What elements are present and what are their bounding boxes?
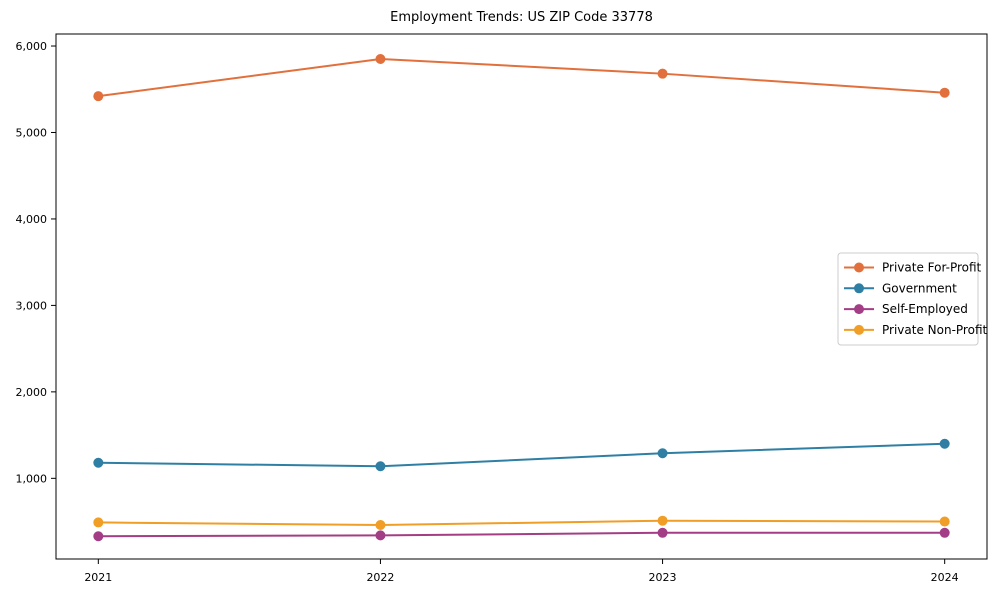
- series-line-self-employed: [98, 531, 945, 538]
- data-point: [93, 457, 104, 468]
- y-tick-label: 1,000: [16, 472, 48, 485]
- data-point: [657, 515, 668, 526]
- legend-marker: [854, 304, 864, 315]
- data-point: [93, 531, 104, 542]
- x-tick-label: 2021: [84, 571, 112, 584]
- x-tick-label: 2024: [931, 571, 959, 584]
- data-point: [93, 91, 104, 102]
- y-tick-label: 6,000: [16, 40, 48, 53]
- y-tick-label: 5,000: [16, 126, 48, 139]
- data-point: [657, 527, 668, 538]
- legend-marker: [854, 324, 864, 335]
- data-point: [375, 461, 386, 472]
- chart-title: Employment Trends: US ZIP Code 33778: [390, 10, 653, 25]
- legend-box: [837, 252, 979, 346]
- y-tick-label: 4,000: [16, 213, 48, 226]
- data-point: [375, 520, 386, 531]
- plot-border: [55, 33, 988, 560]
- legend-label: Government: [882, 281, 957, 295]
- series-line-government: [98, 442, 945, 468]
- data-point: [657, 448, 668, 459]
- x-tick-label: 2022: [366, 571, 394, 584]
- legend-label: Private For-Profit: [882, 261, 982, 275]
- y-tick-label: 2,000: [16, 386, 48, 399]
- y-tick-label: 3,000: [16, 299, 48, 312]
- data-point: [375, 530, 386, 541]
- data-point: [939, 527, 950, 538]
- data-point: [93, 517, 104, 528]
- data-point: [939, 438, 950, 449]
- data-point: [939, 516, 950, 527]
- series-line-private-non-profit: [98, 519, 945, 527]
- legend-marker: [854, 262, 864, 273]
- data-point: [939, 87, 950, 98]
- data-point: [657, 68, 668, 79]
- legend-marker: [854, 283, 864, 294]
- legend-label: Private Non-Profit: [882, 323, 988, 337]
- legend-label: Self-Employed: [882, 302, 968, 316]
- data-point: [375, 53, 386, 64]
- x-tick-label: 2023: [649, 571, 677, 584]
- series-line-private-for-profit: [98, 57, 945, 98]
